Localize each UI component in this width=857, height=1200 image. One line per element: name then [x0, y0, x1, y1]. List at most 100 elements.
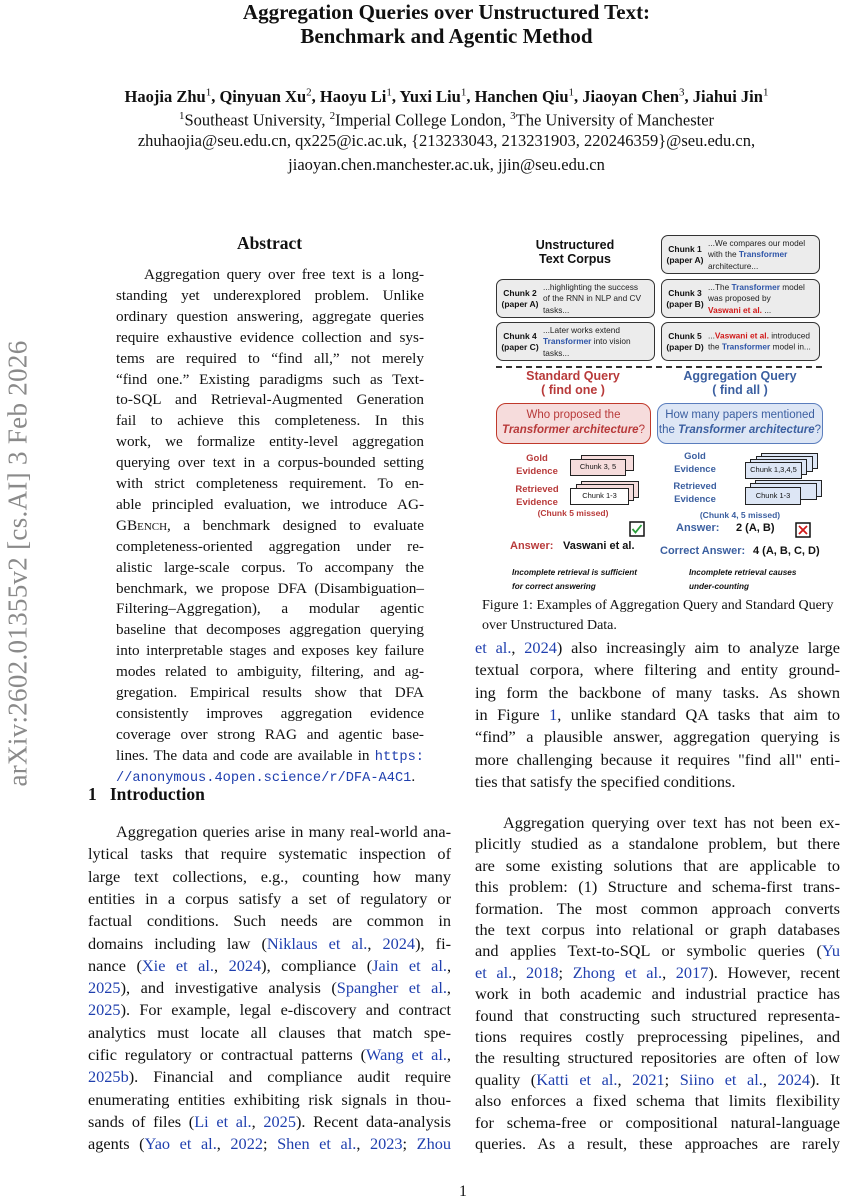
citation-link[interactable]: Jain et al.	[372, 955, 447, 975]
styled-text: Transformer	[543, 335, 592, 346]
text-line: “find” a plausible answer, aggregation q…	[475, 727, 840, 747]
chunk-text: ...We compares our model with the Transfo…	[708, 237, 806, 271]
styled-text: Transformer	[721, 341, 771, 352]
text-line: formation. The most common approach conv…	[475, 898, 840, 918]
text-line: modes related to ambiguity, filtering, a…	[116, 663, 424, 681]
citation-link[interactable]: 2024	[777, 1069, 811, 1089]
text-line: GBench, a benchmark designed to evaluate	[116, 516, 424, 534]
text-line: plicitly studied as a standalone problem…	[475, 834, 840, 854]
text-line: for schema-free or compositional natural…	[475, 1112, 840, 1132]
heading-line: ( find all )	[712, 383, 768, 397]
citation-link[interactable]: et al.	[475, 638, 512, 657]
caption-line-1: Figure 1: Examples of Aggregation Query …	[482, 598, 834, 613]
citation-link[interactable]: Spangher et al.	[336, 978, 447, 998]
standard-query-heading: Standard Query ( find one )	[503, 369, 643, 397]
corpus-title: Unstructured Text Corpus	[520, 238, 630, 266]
citation-link[interactable]: Shen et al.	[277, 1134, 357, 1154]
text-line: baseline that decomposes aggregation que…	[116, 621, 424, 639]
section-number: 1	[88, 784, 97, 804]
text-line: Filtering–Aggregation), a modular agenti…	[116, 600, 424, 618]
citation-link[interactable]: Zhong et al.	[572, 962, 663, 982]
styled-text: Transformer architecture	[678, 424, 815, 436]
citation-link[interactable]: Li et al.	[194, 1111, 252, 1131]
note-line: for correct answering	[512, 582, 596, 591]
chunk-5-card: Chunk 5 (paper D) ...Vaswani et al. introd…	[661, 322, 820, 361]
text-line: and applies Text-to-SQL or symbolic quer…	[475, 941, 840, 961]
citation-link[interactable]: 2024	[228, 955, 262, 975]
citation-link[interactable]: Zhou	[416, 1134, 451, 1154]
styled-text: Transformer architecture	[502, 424, 639, 436]
styled-text: Bench	[126, 516, 168, 534]
email-line-1: zhuhaojia@seu.edu.cn, qx225@ic.ac.uk, {2…	[137, 131, 756, 150]
text-line: able principled evaluation, we introduce…	[116, 495, 424, 513]
affiliation-mark: 3	[510, 110, 516, 122]
citation-link[interactable]: 2025	[88, 978, 121, 998]
affiliation-mark: 1	[568, 86, 575, 98]
aggregation-gold-card: Chunk 1,3,4,5	[745, 462, 802, 479]
citation-link[interactable]: 2017	[675, 962, 709, 982]
author-name: Hanchen Qiu1	[474, 86, 575, 106]
label-line: Retrieved	[515, 484, 559, 495]
text-line: gregation. Empirical results show that D…	[116, 684, 424, 701]
citation-link[interactable]: 2024	[382, 933, 416, 953]
affiliation-name: The University of Manchester	[515, 110, 715, 130]
chunk-label: Chunk 1 (paper A)	[666, 243, 704, 265]
citation-link[interactable]: 2025b	[88, 1067, 129, 1087]
corpus-title-line: Text Corpus	[539, 252, 611, 266]
cross-icon	[795, 522, 811, 538]
standard-answer: Vaswani et al.	[563, 540, 635, 552]
citation-link[interactable]: 2021	[632, 1069, 665, 1089]
text-line: lines. The data and code are available i…	[116, 746, 424, 765]
text-line: Aggregation querying over text has not b…	[503, 813, 840, 832]
standard-gold-card: Chunk 3, 5	[570, 459, 626, 476]
author-list: Haojia Zhu1, Qinyuan Xu2, Haoyu Li1, Yux…	[124, 86, 769, 106]
citation-link[interactable]: 2018	[525, 962, 559, 982]
citation-link[interactable]: 2023	[369, 1134, 403, 1154]
text-line: analytics must locate all clauses that m…	[88, 1022, 451, 1042]
check-icon	[629, 521, 645, 537]
affiliation-mark: 1	[460, 86, 467, 98]
chunk-3-card: Chunk 3 (paper B) ...The Transformer model…	[661, 279, 820, 318]
citation-link[interactable]: Yao et al.	[144, 1134, 217, 1154]
text-line: large text collections, e.g., counting h…	[88, 866, 451, 886]
citation-link[interactable]: Niklaus et al.	[266, 933, 368, 953]
standard-missed-note: (Chunk 5 missed)	[537, 508, 609, 518]
text-line: Aggregation queries arise in many real-w…	[116, 822, 451, 841]
paper-title-line-2: Benchmark and Agentic Method	[300, 24, 593, 48]
citation-link[interactable]: Xie et al.	[141, 955, 215, 975]
affiliation-mark: 1	[205, 86, 212, 98]
text-line: completeness-oriented aggregation under …	[116, 537, 424, 555]
question-line: How many papers mentioned	[665, 409, 815, 421]
figure-1: Unstructured Text Corpus Chunk 1 (paper A…	[496, 235, 823, 591]
author-name: Jiaoyan Chen3	[582, 86, 685, 106]
citation-link[interactable]: 2025	[263, 1111, 296, 1131]
text-line: ties that satisfy the specified conditio…	[475, 771, 736, 791]
card-text: Chunk 1-3	[582, 491, 617, 500]
label-line: Evidence	[516, 466, 558, 477]
chunk-label: Chunk 4 (paper C)	[501, 330, 539, 352]
citation-link[interactable]: et al.	[475, 962, 513, 982]
citation-link[interactable]: 1	[549, 704, 558, 724]
text-line: quality (Katti et al., 2021; Siino et al…	[475, 1069, 841, 1089]
card-text: Chunk 1,3,4,5	[750, 465, 797, 474]
note-line: Incomplete retrieval is sufficient	[512, 568, 637, 577]
chunk-4-card: Chunk 4 (paper C) ...Later works extend Tra…	[496, 322, 655, 361]
question-line: Transformer architecture?	[502, 424, 645, 436]
citation-link[interactable]: 2025	[88, 1000, 121, 1020]
text-line: are some existing solutions that are app…	[475, 855, 840, 875]
citation-link[interactable]: Katti et al.	[536, 1069, 618, 1089]
citation-link[interactable]: https:	[374, 749, 424, 765]
standard-question-box: Who proposed the Transformer architecture…	[496, 403, 651, 444]
text-line: this problem: (1) Structure and schema-f…	[475, 877, 840, 897]
citation-link[interactable]: //anonymous.4open.science/r/DFA-A4C1	[116, 770, 412, 786]
text-line: fail to achieve this completeness. In th…	[116, 412, 424, 430]
citation-link[interactable]: Wang et al.	[366, 1045, 447, 1064]
citation-link[interactable]: Yu	[821, 941, 840, 961]
citation-link[interactable]: Siino et al.	[679, 1069, 763, 1089]
citation-link[interactable]: 2022	[230, 1134, 263, 1154]
corpus-title-line: Unstructured	[535, 238, 615, 252]
text-line: found that constructing such structured …	[475, 1005, 840, 1025]
standard-gold-label: Gold Evidence	[508, 452, 566, 478]
citation-link[interactable]: 2024	[524, 638, 557, 657]
text-line: work, we formalize entity-level aggregat…	[116, 433, 424, 451]
